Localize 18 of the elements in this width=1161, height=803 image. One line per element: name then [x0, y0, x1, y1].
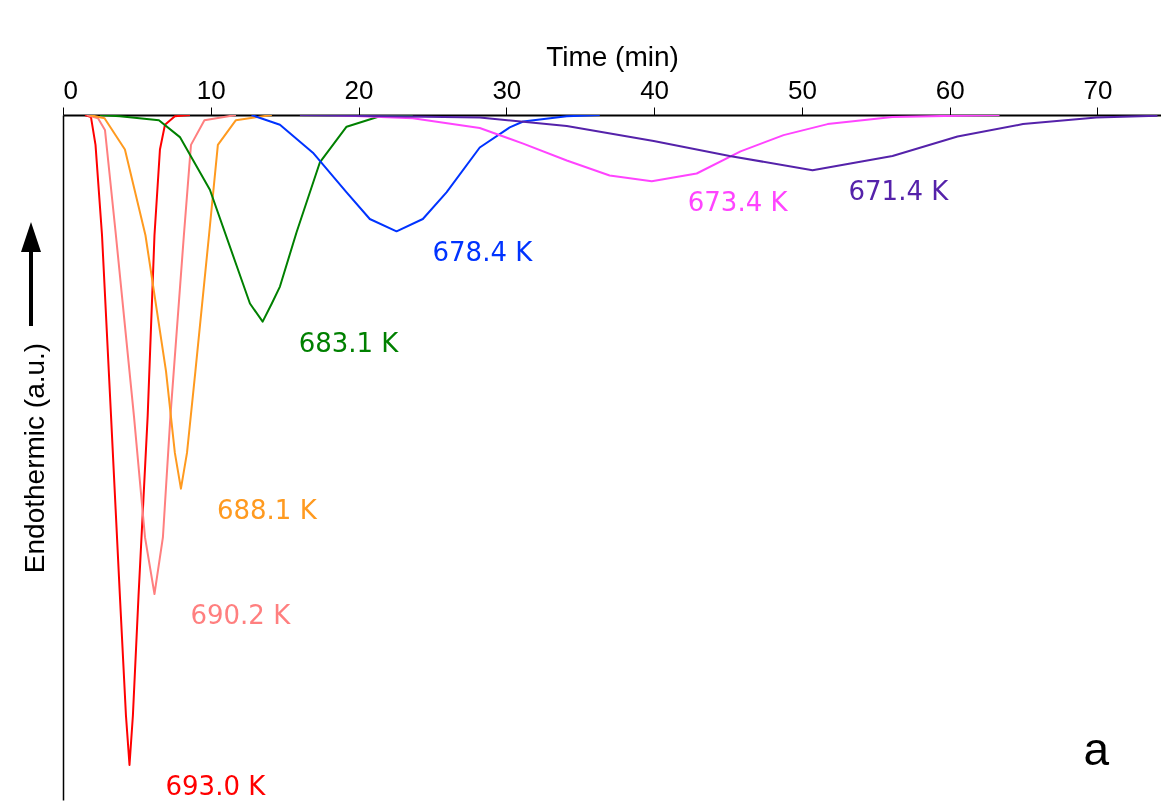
x-tick-label: 60 — [935, 74, 965, 105]
y-axis-title: Endothermic (a.u.) — [18, 342, 50, 574]
series-label: 688.1 K — [216, 494, 318, 525]
x-tick-label: 70 — [1083, 74, 1113, 105]
x-tick-label: 30 — [492, 74, 522, 105]
x-tick-label: 0 — [63, 74, 78, 105]
x-tick-label: 10 — [196, 74, 226, 105]
x-axis-title: Time (min) — [546, 40, 679, 72]
series-label: 671.4 K — [848, 176, 950, 207]
series-label: 693.0 K — [165, 770, 267, 801]
x-tick-label: 50 — [787, 74, 817, 105]
x-tick-label: 20 — [344, 74, 374, 105]
series-label: 673.4 K — [687, 187, 789, 218]
x-tick-label: 40 — [640, 74, 670, 105]
series-label: 678.4 K — [432, 237, 534, 268]
series-label: 690.2 K — [190, 599, 292, 630]
series-label: 683.1 K — [298, 327, 400, 358]
annotation: a — [1083, 723, 1110, 775]
